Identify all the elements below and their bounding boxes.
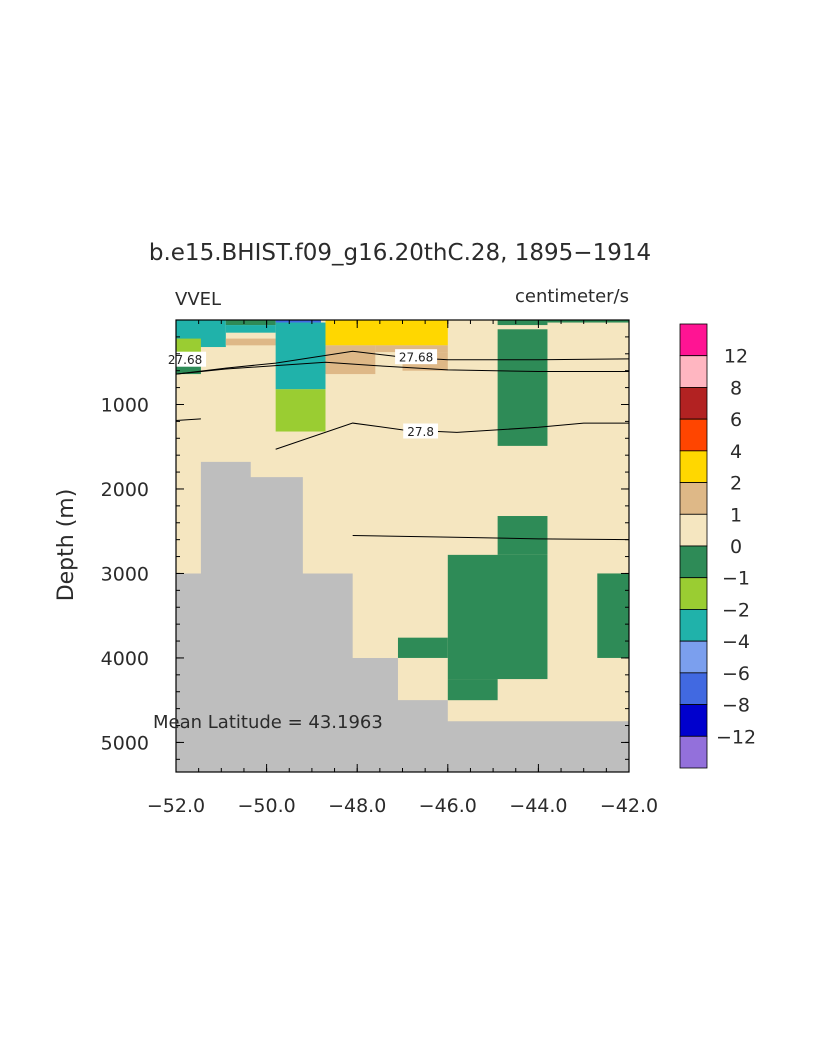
density-contour [275, 422, 629, 450]
colorbar-label: −12 [716, 726, 756, 748]
colorbar-swatch [679, 418, 708, 452]
y-tick-label: 3000 [101, 563, 149, 585]
colorbar-swatch [679, 355, 708, 388]
contour-label: 27.68 [399, 351, 433, 365]
data-cell [325, 345, 376, 375]
y-tick-label: 1000 [101, 394, 149, 416]
contour-label-box [395, 349, 438, 365]
contour-label: 27.8 [407, 425, 434, 439]
colorbar-swatch [679, 387, 708, 420]
colorbar-swatch [679, 323, 708, 357]
x-tick-label: −52.0 [147, 795, 205, 817]
colorbar-label: 6 [730, 409, 742, 431]
data-cell [225, 325, 276, 333]
colorbar-label: 2 [730, 473, 742, 495]
data-cell [547, 320, 629, 323]
x-tick-label: −46.0 [419, 795, 477, 817]
colorbar-swatch [679, 577, 708, 610]
colorbar-swatch [679, 672, 708, 705]
density-contour [175, 350, 630, 375]
colorbar-label: −1 [722, 568, 750, 590]
colorbar-swatch [679, 513, 708, 547]
colorbar-label: 4 [730, 441, 742, 463]
colorbar-swatch [679, 640, 708, 674]
colorbar-label: 12 [724, 346, 748, 368]
data-cell [397, 637, 448, 658]
y-axis-label: Depth (m) [54, 489, 79, 602]
contour-label-box [164, 351, 207, 367]
data-cell [176, 338, 201, 353]
plot-area: 27.68 27.68 27.8 [164, 320, 630, 772]
data-cell [497, 329, 548, 446]
chart-title: b.e15.BHIST.f09_g16.20thC.28, 1895−1914 [149, 240, 651, 266]
data-cell [325, 320, 448, 346]
colorbar-swatch [679, 482, 708, 515]
x-tick-label: −50.0 [237, 795, 295, 817]
contour-label-box [403, 423, 439, 439]
density-contour [175, 361, 629, 375]
density-contour [175, 418, 201, 422]
density-contour [352, 534, 630, 541]
y-tick-label: 2000 [101, 479, 149, 501]
data-cell [447, 554, 548, 680]
axes: −52.0 −50.0 −48.0 −46.0 −44.0 −42.0 1000 2000 30… [101, 319, 658, 817]
y-tick-label: 5000 [101, 732, 149, 754]
colorbar-label: −6 [722, 663, 750, 685]
colorbar-swatch [679, 735, 708, 769]
right-label: centimeter/s [515, 286, 629, 307]
colorbar-label: 0 [730, 536, 742, 558]
colorbar-swatch [679, 704, 708, 737]
data-cell [447, 679, 498, 701]
data-cell [225, 338, 276, 346]
data-cell [497, 320, 548, 326]
data-cell [275, 389, 326, 432]
x-tick-label: −42.0 [600, 795, 658, 817]
x-tick-label: −44.0 [509, 795, 567, 817]
colorbar-label: −4 [722, 631, 750, 653]
colorbar-swatch [679, 450, 708, 483]
colorbar-label: 1 [730, 504, 742, 526]
data-cell [275, 322, 326, 390]
data-cell [275, 320, 321, 323]
x-tick-label: −48.0 [328, 795, 386, 817]
data-cell [225, 320, 276, 326]
data-cell [597, 573, 629, 658]
y-tick-label: 4000 [101, 648, 149, 670]
mean-latitude-annotation: Mean Latitude = 43.1963 [153, 712, 383, 733]
colorbar-label: −2 [722, 599, 750, 621]
colorbar-swatch [679, 545, 708, 579]
contour-label: 27.68 [168, 353, 202, 367]
colorbar-label: 8 [730, 377, 742, 399]
colorbar-label: −8 [722, 695, 750, 717]
left-label: VVEL [175, 289, 221, 310]
data-cell [375, 345, 448, 353]
colorbar-swatch [679, 609, 708, 642]
colorbar: 12 8 6 4 2 1 0 −1 −2 −4 −6 −8 −12 [679, 323, 756, 769]
data-cell [497, 516, 548, 555]
land-mask [176, 461, 629, 772]
